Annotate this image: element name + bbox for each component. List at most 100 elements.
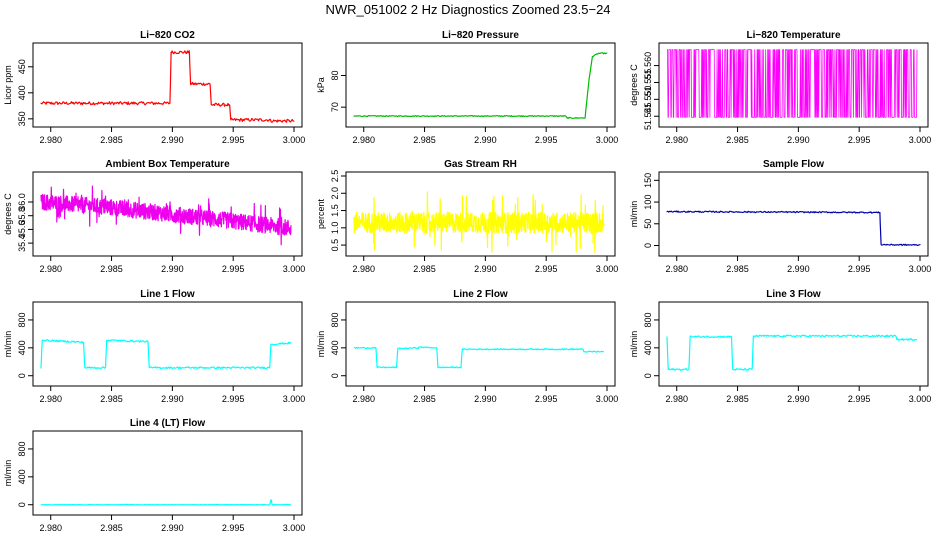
panel-3-ytick-label: 51.550 <box>643 86 653 114</box>
panel-6-xtick-label: 3.000 <box>909 264 932 274</box>
panel-4-series-line <box>40 185 292 246</box>
panel-2-ylabel: kPa <box>316 77 326 93</box>
panel-10-ytick-label: 800 <box>17 441 27 456</box>
panel-9-xtick-label: 2.980 <box>665 394 688 404</box>
panel-2-xtick-label: 2.980 <box>352 135 375 145</box>
panel-4-title: Ambient Box Temperature <box>105 159 230 170</box>
panel-1-ytick-label: 450 <box>17 59 27 74</box>
panel-7-ytick-label: 400 <box>17 340 27 355</box>
panel-3-xtick-label: 2.995 <box>848 135 871 145</box>
panel-6-xtick-label: 2.980 <box>665 264 688 274</box>
panel-4-xtick-label: 3.000 <box>283 264 306 274</box>
panel-8-ylabel: ml/min <box>316 331 326 358</box>
panel-1-title: Li−820 CO2 <box>140 30 195 41</box>
panel-6-ytick-label: 0 <box>643 243 653 248</box>
panel-5-ytick-label: 1.5 <box>330 204 340 217</box>
panel-4-xtick-label: 2.980 <box>39 264 62 274</box>
panel-6-xtick-label: 2.985 <box>726 264 749 274</box>
panel-8-ytick-label: 800 <box>330 312 340 327</box>
panel-9-xtick-label: 2.985 <box>726 394 749 404</box>
panel-9-ytick-label: 0 <box>643 373 653 378</box>
panel-6-xtick-label: 2.990 <box>787 264 810 274</box>
panel-3-ytick-label: 51.545 <box>643 102 653 130</box>
panel-1-xtick-label: 2.990 <box>161 135 184 145</box>
panel-10-ytick-label: 400 <box>17 469 27 484</box>
panel-6-frame <box>658 171 929 257</box>
panel-5-series-line <box>353 191 605 253</box>
panel-3: Li−820 Temperature 2.980 2.985 2.990 2.995 3.… <box>629 30 931 145</box>
panel-7-ytick-label: 800 <box>17 312 27 327</box>
panel-8-title: Line 2 Flow <box>453 289 508 300</box>
panel-3-xtick-label: 3.000 <box>909 135 932 145</box>
panel-2-title: Li−820 Pressure <box>442 30 519 41</box>
panel-5-xtick-label: 2.985 <box>413 264 436 274</box>
panel-5-ytick-label: 1.0 <box>330 222 340 235</box>
panel-7-xtick-label: 2.990 <box>161 394 184 404</box>
panel-2-xtick-label: 2.990 <box>474 135 497 145</box>
panel-6-ytick-label: 100 <box>643 195 653 210</box>
panel-10-xtick-label: 2.995 <box>222 523 245 533</box>
panel-2-xtick-label: 2.995 <box>535 135 558 145</box>
panel-4-ytick-label: 35.6 <box>17 221 27 239</box>
panel-8-xtick-label: 2.990 <box>474 394 497 404</box>
panel-6-ytick-label: 150 <box>643 173 653 188</box>
panel-10-ylabel: ml/min <box>3 460 13 487</box>
panel-4-ytick-label: 35.4 <box>17 234 27 252</box>
panel-1-frame <box>32 42 303 128</box>
panel-3-series-line <box>667 49 918 118</box>
panel-8-ytick-label: 400 <box>330 340 340 355</box>
panel-5-xtick-label: 2.990 <box>474 264 497 274</box>
panel-4-xtick-label: 2.990 <box>161 264 184 274</box>
panel-2-series-line <box>353 52 608 119</box>
panel-7-xtick-label: 2.980 <box>39 394 62 404</box>
panel-1-ytick-label: 400 <box>17 85 27 100</box>
panel-9: Line 3 Flow 2.980 2.985 2.990 2.995 3.000 0 400… <box>629 289 931 404</box>
panel-1-ylabel: Licor ppm <box>3 65 13 105</box>
panel-4-xtick-label: 2.995 <box>222 264 245 274</box>
panel-9-ytick-label: 800 <box>643 312 653 327</box>
panel-8-frame <box>345 301 616 387</box>
panel-7-frame <box>32 301 303 387</box>
panel-10-xtick-label: 2.980 <box>39 523 62 533</box>
panel-5-xtick-label: 3.000 <box>596 264 619 274</box>
panel-8-xtick-label: 2.995 <box>535 394 558 404</box>
panel-9-frame <box>658 301 929 387</box>
panel-3-frame <box>658 42 929 128</box>
panel-5-ylabel: percent <box>316 198 326 229</box>
panel-3-ylabel: degrees C <box>629 64 639 106</box>
page-title: NWR_051002 2 Hz Diagnostics Zoomed 23.5−… <box>325 2 611 17</box>
panel-4-frame <box>32 171 303 257</box>
panel-10: Line 4 (LT) Flow 2.980 2.985 2.990 2.995 3.00… <box>3 418 305 533</box>
panel-6: Sample Flow 2.980 2.985 2.990 2.995 3.000 0 50 1… <box>629 159 931 274</box>
panel-6-ytick-label: 50 <box>643 219 653 229</box>
panel-2-frame <box>345 42 616 128</box>
panel-4-xtick-label: 2.985 <box>100 264 123 274</box>
panel-4-ytick-label: 35.8 <box>17 207 27 225</box>
panel-5-title: Gas Stream RH <box>444 159 517 170</box>
panel-7-xtick-label: 2.995 <box>222 394 245 404</box>
panel-4-ytick-label: 36.0 <box>17 193 27 211</box>
panel-8: Line 2 Flow 2.980 2.985 2.990 2.995 3.000 0 400… <box>316 289 618 404</box>
panel-5-xtick-label: 2.995 <box>535 264 558 274</box>
panel-7-series-line <box>40 339 292 370</box>
panel-3-xtick-label: 2.985 <box>726 135 749 145</box>
panel-7-ytick-label: 0 <box>17 373 27 378</box>
panel-7-xtick-label: 2.985 <box>100 394 123 404</box>
panel-5-xtick-label: 2.980 <box>352 264 375 274</box>
panel-2: Li−820 Pressure 2.980 2.985 2.990 2.995 3.000… <box>316 30 618 145</box>
panel-6-series-line <box>666 210 921 247</box>
panel-1-series-line <box>40 50 295 123</box>
panel-9-ylabel: ml/min <box>629 331 639 358</box>
panel-9-ytick-label: 400 <box>643 340 653 355</box>
panel-2-ytick-label: 70 <box>330 102 340 112</box>
panel-9-xtick-label: 3.000 <box>909 394 932 404</box>
panel-10-xtick-label: 2.985 <box>100 523 123 533</box>
panel-7-xtick-label: 3.000 <box>283 394 306 404</box>
panel-7-ylabel: ml/min <box>3 331 13 358</box>
panel-3-title: Li−820 Temperature <box>746 30 840 41</box>
panel-3-xtick-label: 2.980 <box>665 135 688 145</box>
panel-7-title: Line 1 Flow <box>140 289 195 300</box>
panel-5-frame <box>345 171 616 257</box>
panel-9-title: Line 3 Flow <box>766 289 821 300</box>
